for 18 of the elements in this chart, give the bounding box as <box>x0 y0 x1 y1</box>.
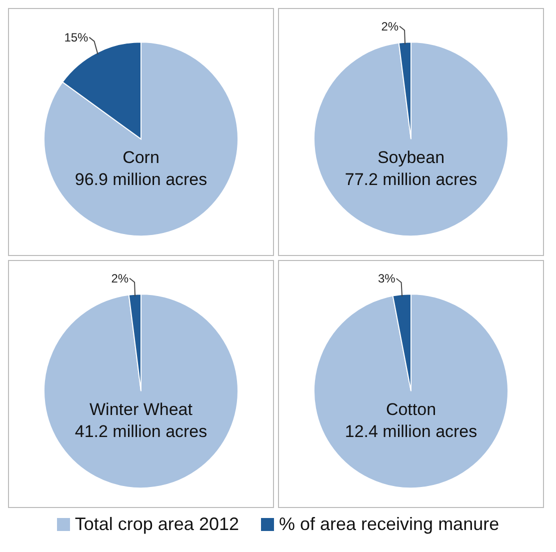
text: Winter Wheat <box>88 399 194 421</box>
pie-slice <box>314 294 508 489</box>
data-label: 3% <box>378 272 396 286</box>
text: Soybean <box>376 147 446 169</box>
text: 77.2 million acres <box>344 169 478 191</box>
pie-slice <box>44 42 238 237</box>
text: 41.2 million acres <box>74 421 208 443</box>
data-label: 2% <box>111 271 129 286</box>
pie-slice <box>44 294 238 488</box>
legend-label: Total crop area 2012 <box>74 514 239 535</box>
text: Corn <box>122 147 160 169</box>
pie-slice <box>314 42 508 236</box>
text: 96.9 million acres <box>74 169 208 191</box>
data-label: 2% <box>381 19 399 34</box>
text: Cotton <box>384 399 438 421</box>
legend-label: % of area receiving manure <box>278 514 500 535</box>
data-label: 15% <box>64 30 89 44</box>
text: 12.4 million acres <box>344 421 478 443</box>
